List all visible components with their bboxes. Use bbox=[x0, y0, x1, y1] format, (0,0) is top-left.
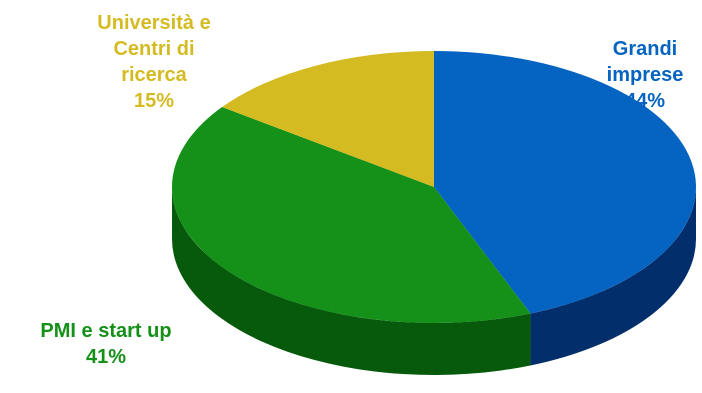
label-line: PMI e start up bbox=[40, 320, 172, 342]
pie-slice-1 bbox=[172, 107, 531, 324]
label-universita-centri-ricerca: Università e Centri di ricerca 15% bbox=[74, 10, 234, 114]
value-label: 44% bbox=[624, 90, 666, 112]
label-grandi-imprese: Grandi imprese 44% bbox=[590, 36, 700, 114]
pie-sides bbox=[171, 187, 696, 375]
label-line: Grandi bbox=[612, 38, 678, 60]
pie-slice-0 bbox=[434, 51, 696, 314]
pie-slice-side-0 bbox=[530, 187, 696, 366]
label-line: Centri di bbox=[113, 38, 195, 60]
label-line: ricerca bbox=[121, 64, 187, 86]
pie-tops bbox=[172, 51, 696, 324]
pie-slice-2 bbox=[222, 51, 434, 187]
value-label: 15% bbox=[133, 90, 175, 112]
value-label: 41% bbox=[85, 346, 127, 368]
label-line: imprese bbox=[606, 64, 684, 86]
label-pmi-start-up: PMI e start up 41% bbox=[6, 318, 206, 370]
label-line: Università e bbox=[97, 12, 211, 34]
pie-slice-side-1 bbox=[171, 187, 531, 375]
